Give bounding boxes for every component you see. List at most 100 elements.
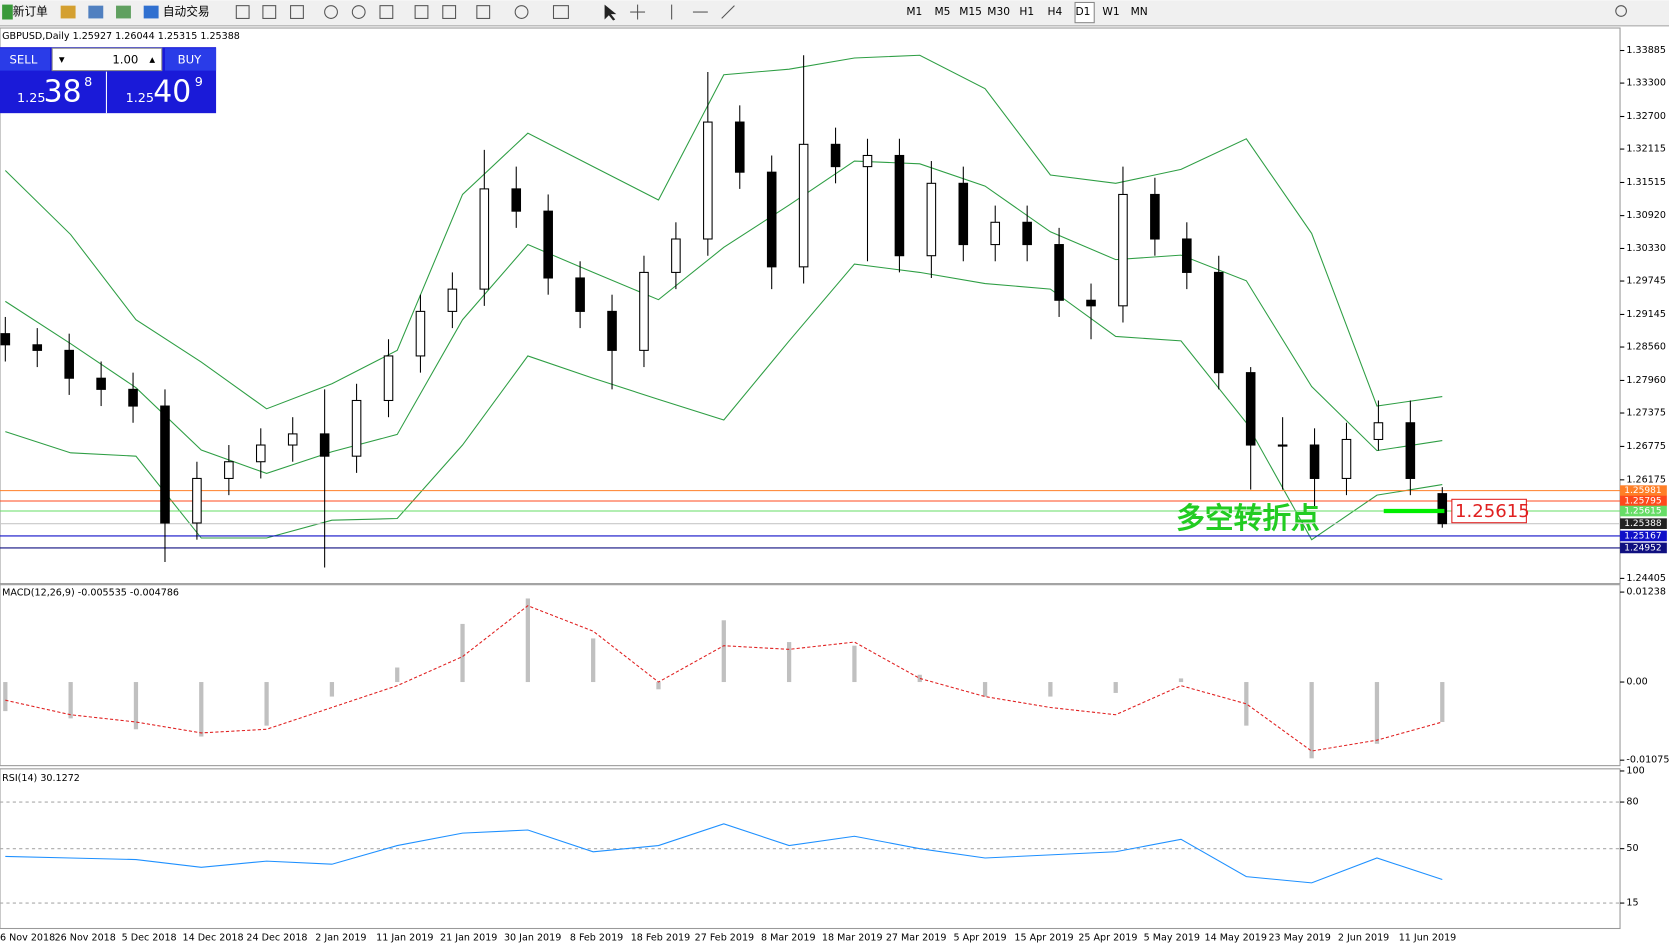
candle-body <box>990 221 1001 246</box>
macd-bar <box>786 642 792 683</box>
timeframe-button[interactable]: H4 <box>1047 5 1062 18</box>
tool-icon[interactable] <box>262 5 277 19</box>
candle-body <box>1118 193 1128 307</box>
toolbar-icon[interactable] <box>116 5 131 19</box>
price-tag <box>1620 505 1667 517</box>
y-tick-label: 1.24405 <box>1626 573 1666 584</box>
candle-body <box>96 377 106 390</box>
price-tag <box>1620 542 1667 554</box>
candle-body <box>1213 271 1224 374</box>
auto-trading-icon[interactable] <box>143 5 159 19</box>
bollinger-upper <box>4 54 1443 410</box>
candle-body <box>1341 438 1352 479</box>
lot-box[interactable] <box>51 47 163 72</box>
candle-body <box>734 121 745 173</box>
pane-title: MACD(12,26,9) -0.005535 -0.004786 <box>2 588 179 599</box>
tool-icon[interactable] <box>235 5 250 19</box>
x-tick-label: 23 May 2019 <box>1268 933 1330 944</box>
x-tick-label: 18 Mar 2019 <box>822 933 883 944</box>
candle-body <box>1182 238 1192 273</box>
candle-body <box>128 388 138 407</box>
y-tick-label: 1.33300 <box>1626 78 1666 89</box>
buy-label[interactable]: BUY <box>178 52 203 66</box>
toolbar-icon[interactable] <box>60 5 76 19</box>
x-tick-label: 14 Dec 2018 <box>182 933 243 944</box>
macd-pane <box>0 584 1621 767</box>
annotation: 多空转折点 <box>1176 501 1320 535</box>
timeframe-button[interactable]: H1 <box>1019 5 1034 18</box>
candle-body <box>160 405 170 524</box>
timeframe-button[interactable]: M30 <box>987 5 1010 18</box>
candle-body <box>607 310 617 351</box>
pane-title: RSI(14) 30.1272 <box>2 773 80 784</box>
buy-button[interactable] <box>164 48 217 71</box>
candle-body <box>1022 221 1032 246</box>
zoom-in[interactable] <box>324 5 338 19</box>
candle-body <box>447 288 458 312</box>
lot-down[interactable]: ▼ <box>59 55 65 64</box>
sell-button[interactable] <box>0 48 51 71</box>
cursor-tool[interactable] <box>604 4 617 21</box>
macd-bar <box>982 682 988 697</box>
tool-trend[interactable] <box>721 5 735 19</box>
tool-icon[interactable] <box>552 5 569 19</box>
tool-icon[interactable] <box>379 5 394 19</box>
new-order-icon[interactable] <box>2 4 13 20</box>
y-tick-label: 100 <box>1626 765 1644 776</box>
candle-body <box>287 433 298 446</box>
candle-body <box>1150 193 1160 240</box>
zoom-out[interactable] <box>351 5 366 19</box>
timeframe-button[interactable]: M15 <box>959 5 982 18</box>
candle-body <box>1245 372 1256 446</box>
y-tick-label: 0.00 <box>1626 677 1647 688</box>
tool-icon[interactable] <box>442 5 457 19</box>
bollinger-lower <box>5 263 1443 541</box>
x-tick-label: 5 May 2019 <box>1144 933 1200 944</box>
marker-label: 1.25615 <box>1455 501 1530 522</box>
lot-up[interactable]: ▲ <box>149 55 155 64</box>
auto-trading-button[interactable]: 自动交易 <box>163 5 210 19</box>
toolbar-icon[interactable] <box>88 5 104 19</box>
y-tick-label: 1.32700 <box>1626 111 1666 122</box>
timeframe-button[interactable]: M5 <box>934 5 950 18</box>
timeframe-button[interactable]: W1 <box>1102 5 1119 18</box>
lot-value[interactable]: 1.00 <box>112 52 138 66</box>
macd-bar <box>1374 682 1380 744</box>
sell-label[interactable]: SELL <box>10 52 38 66</box>
candle-body <box>1277 444 1288 447</box>
pane-title: GBPUSD,Daily 1.25927 1.26044 1.25315 1.2… <box>2 31 240 42</box>
macd-bar <box>591 638 596 683</box>
macd-bar <box>1244 682 1249 726</box>
x-tick-label: 6 Nov 2018 <box>0 933 55 944</box>
tool-icon[interactable] <box>514 5 529 19</box>
tool-icon[interactable] <box>476 5 491 19</box>
candle-body <box>415 310 426 357</box>
price-tag-label: 1.25388 <box>1624 519 1662 529</box>
rsi-line <box>5 823 1443 884</box>
tool-icon[interactable] <box>414 5 429 19</box>
bollinger-middle <box>5 160 1443 474</box>
candle-body <box>766 171 777 268</box>
y-tick-label: 1.28560 <box>1626 342 1666 353</box>
timeframe-button[interactable]: M1 <box>906 5 922 18</box>
buy-price-pips: 40 <box>153 74 191 109</box>
macd-bar <box>1113 682 1118 693</box>
tool-icon[interactable] <box>290 5 304 19</box>
candle-body <box>1405 422 1416 479</box>
new-order-button[interactable]: 新订单 <box>13 5 48 19</box>
search-icon[interactable] <box>1615 5 1627 17</box>
x-tick-label: 21 Jan 2019 <box>440 933 497 944</box>
marker-label-box <box>1451 498 1527 524</box>
price-tag-label: 1.25167 <box>1624 531 1661 541</box>
y-tick-label: 1.30330 <box>1626 243 1666 254</box>
macd-bar <box>1440 682 1445 723</box>
candle-body <box>511 188 522 212</box>
x-tick-label: 2 Jun 2019 <box>1338 933 1389 944</box>
y-tick-label: 1.33885 <box>1626 45 1666 56</box>
price-tag-label: 1.25795 <box>1624 496 1661 506</box>
sell-price-pips: 38 <box>44 74 82 109</box>
timeframe-button[interactable]: D1 <box>1075 5 1090 18</box>
timeframe-button[interactable]: MN <box>1131 5 1148 18</box>
